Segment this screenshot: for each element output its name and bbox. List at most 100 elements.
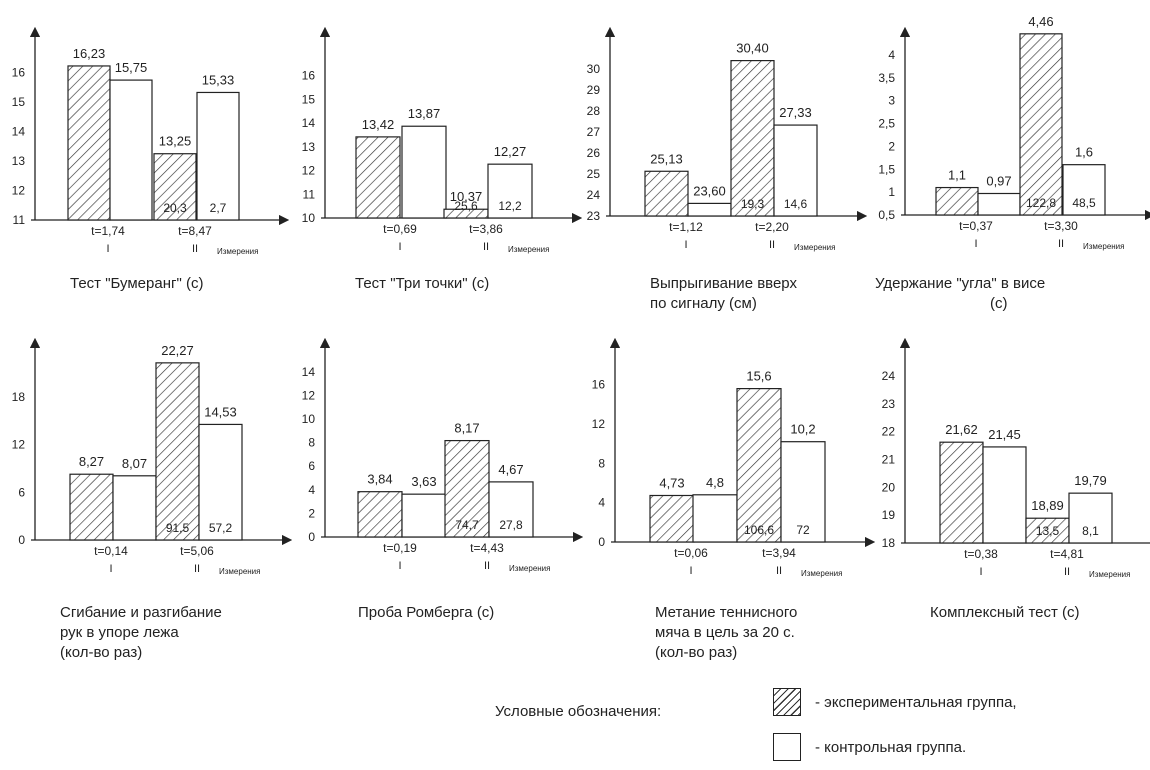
t-label: t=1,12: [669, 220, 703, 234]
bar-control: [487, 163, 533, 219]
bar-experimental: [153, 153, 197, 221]
y-tick-label: 6: [308, 459, 315, 473]
y-tick-label: 16: [592, 378, 606, 392]
y-tick-label: 15: [12, 95, 26, 109]
category-label: I: [106, 243, 109, 255]
y-tick-label: 3: [888, 94, 895, 108]
bar-control: [773, 124, 818, 217]
category-label: II: [769, 239, 775, 251]
legend-swatch-experimental: [773, 688, 801, 716]
category-label: I: [398, 241, 401, 253]
y-tick-label: 8: [598, 456, 605, 470]
y-tick-label: 3,5: [878, 71, 895, 85]
bar-experimental: [357, 491, 403, 538]
y-tick-label: 22: [882, 425, 896, 439]
bar-control: [1068, 492, 1113, 544]
x-axis-label: Измерения: [794, 243, 835, 252]
bar-value-label: 8,07: [122, 456, 147, 471]
y-tick-label: 2,5: [878, 117, 895, 131]
bar-experimental: [939, 441, 984, 544]
chart-title-line: Комплексный тест (с): [930, 604, 1080, 621]
chart-title-line: (кол-во раз): [655, 644, 737, 661]
legend-item-control: - контрольная группа.: [773, 733, 966, 761]
bar-inner-label: 91,5: [166, 521, 190, 535]
y-tick-label: 13: [12, 154, 26, 168]
bar-value-label: 15,33: [202, 72, 235, 87]
legend-label-experimental: - экспериментальная группа,: [815, 693, 1017, 711]
y-tick-label: 12: [12, 184, 26, 198]
chart-title-line: по сигналу (см): [650, 295, 757, 312]
y-tick-label: 20: [882, 480, 896, 494]
legend-title: Условные обозначения:: [495, 703, 662, 720]
bar-control: [112, 475, 157, 541]
bar-experimental: [649, 494, 695, 543]
y-tick-label: 13: [302, 140, 316, 154]
category-label: I: [684, 239, 687, 251]
bar-value-label: 15,75: [115, 60, 148, 75]
t-label: t=0,38: [964, 547, 998, 561]
bar-inner-label: 57,2: [209, 521, 233, 535]
bar-value-label: 4,46: [1028, 14, 1053, 29]
bar-value-label: 4,67: [498, 462, 523, 477]
y-tick-label: 19: [882, 508, 896, 522]
bar-value-label: 1,1: [948, 168, 966, 183]
x-axis-label: Измерения: [509, 564, 550, 573]
bar-inner-label: 2,7: [210, 201, 227, 215]
x-axis-label: Измерения: [217, 247, 258, 256]
bar-value-label: 23,60: [693, 183, 726, 198]
y-tick-label: 23: [587, 209, 601, 223]
bar-inner-label: 14,6: [784, 197, 808, 211]
bar-experimental: [730, 59, 775, 217]
t-label: t=4,43: [470, 541, 504, 555]
bar-inner-label: 12,2: [498, 199, 522, 213]
y-tick-label: 29: [587, 83, 601, 97]
bar-inner-label: 106,6: [744, 523, 774, 537]
chart-title-line: Сгибание и разгибание: [60, 604, 222, 621]
chart-title-line: Тест "Три точки" (с): [355, 275, 489, 292]
chart-title-line: Выпрыгивание вверх: [650, 275, 797, 292]
bar-experimental: [1025, 517, 1070, 544]
bar-value-label: 13,25: [159, 134, 192, 149]
bar-inner-label: 25,6: [454, 199, 478, 213]
x-axis-label: Измерения: [508, 245, 549, 254]
y-tick-label: 12: [592, 417, 606, 431]
bar-value-label: 1,6: [1075, 145, 1093, 160]
y-tick-label: 2: [308, 506, 315, 520]
y-tick-label: 30: [587, 62, 601, 76]
bar-value-label: 4,8: [706, 475, 724, 490]
bar-experimental: [355, 136, 401, 219]
bar-value-label: 14,53: [204, 404, 237, 419]
bar-control: [488, 481, 534, 538]
y-tick-label: 2: [888, 139, 895, 153]
y-tick-label: 4: [888, 48, 895, 62]
t-label: t=8,47: [178, 224, 212, 238]
category-label: II: [484, 560, 490, 572]
chart-title-line: Удержание "угла" в висе: [875, 275, 1045, 292]
category-label: II: [483, 241, 489, 253]
bar-experimental: [736, 388, 782, 543]
bar-experimental: [155, 362, 200, 541]
y-tick-label: 4: [308, 483, 315, 497]
chart-title-line: Тест "Бумеранг" (с): [70, 275, 203, 292]
t-label: t=3,30: [1044, 219, 1078, 233]
bar-value-label: 8,27: [79, 454, 104, 469]
y-tick-label: 25: [587, 167, 601, 181]
bar-control: [401, 125, 447, 219]
bar-experimental: [1019, 33, 1063, 216]
y-tick-label: 0: [308, 530, 315, 544]
t-label: t=2,20: [755, 220, 789, 234]
category-label: I: [974, 238, 977, 250]
bar-control: [687, 202, 732, 217]
bar-inner-label: 20,3: [163, 201, 187, 215]
category-label: I: [689, 565, 692, 577]
bar-value-label: 21,45: [988, 427, 1021, 442]
y-tick-label: 24: [882, 369, 896, 383]
y-tick-label: 21: [882, 452, 896, 466]
legend-swatch-control: [773, 733, 801, 761]
bar-control: [401, 493, 447, 538]
y-tick-label: 15: [302, 92, 316, 106]
bar-control: [982, 446, 1027, 544]
x-axis-label: Измерения: [219, 567, 260, 576]
y-tick-label: 16: [12, 66, 26, 80]
